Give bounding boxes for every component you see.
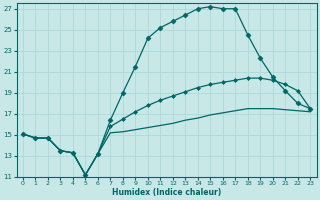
X-axis label: Humidex (Indice chaleur): Humidex (Indice chaleur) — [112, 188, 221, 197]
